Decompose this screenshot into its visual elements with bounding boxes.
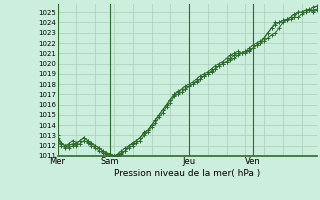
X-axis label: Pression niveau de la mer( hPa ): Pression niveau de la mer( hPa ) xyxy=(114,169,260,178)
